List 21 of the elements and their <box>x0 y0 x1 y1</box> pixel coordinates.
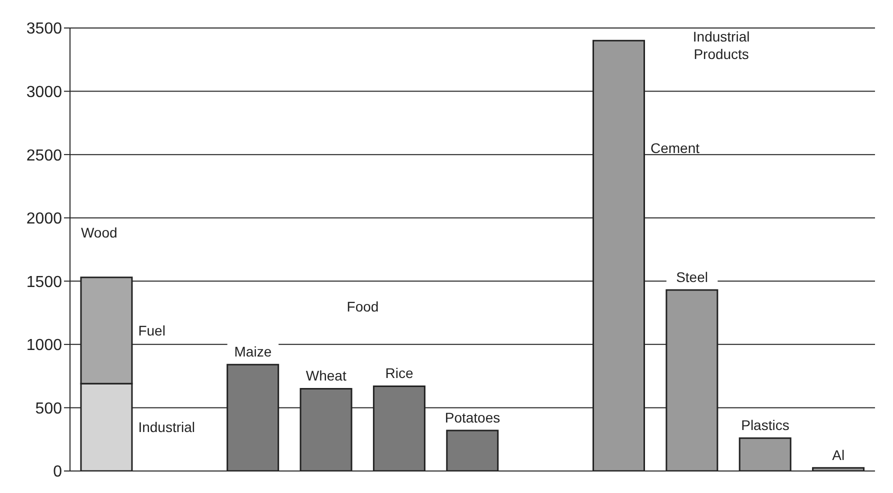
series-label: Maize <box>234 344 272 360</box>
series-label: Industrial <box>138 419 196 436</box>
series-label: Wheat <box>306 368 346 384</box>
y-tick-label: 1500 <box>26 274 62 291</box>
annotation: Wood <box>80 224 118 240</box>
series-label: Plastics <box>741 417 790 434</box>
series-label: Rice <box>385 365 414 382</box>
y-tick-label: 0 <box>53 464 62 481</box>
series-label: Potatoes <box>444 409 500 426</box>
annotation: Food <box>346 298 379 315</box>
y-tick-label: 2500 <box>26 147 62 164</box>
series-label: Fuel <box>138 322 166 338</box>
y-tick-label: 3500 <box>26 20 62 38</box>
y-tick-label: 500 <box>35 400 62 418</box>
annotation: Industrial Products <box>692 28 750 62</box>
y-tick-label: 1000 <box>26 337 62 354</box>
y-tick-label: 3000 <box>26 84 62 101</box>
series-label: Cement <box>650 140 700 156</box>
series-label: Steel <box>676 269 708 286</box>
series-label: Al <box>832 446 845 463</box>
y-tick-label: 2000 <box>26 210 62 228</box>
